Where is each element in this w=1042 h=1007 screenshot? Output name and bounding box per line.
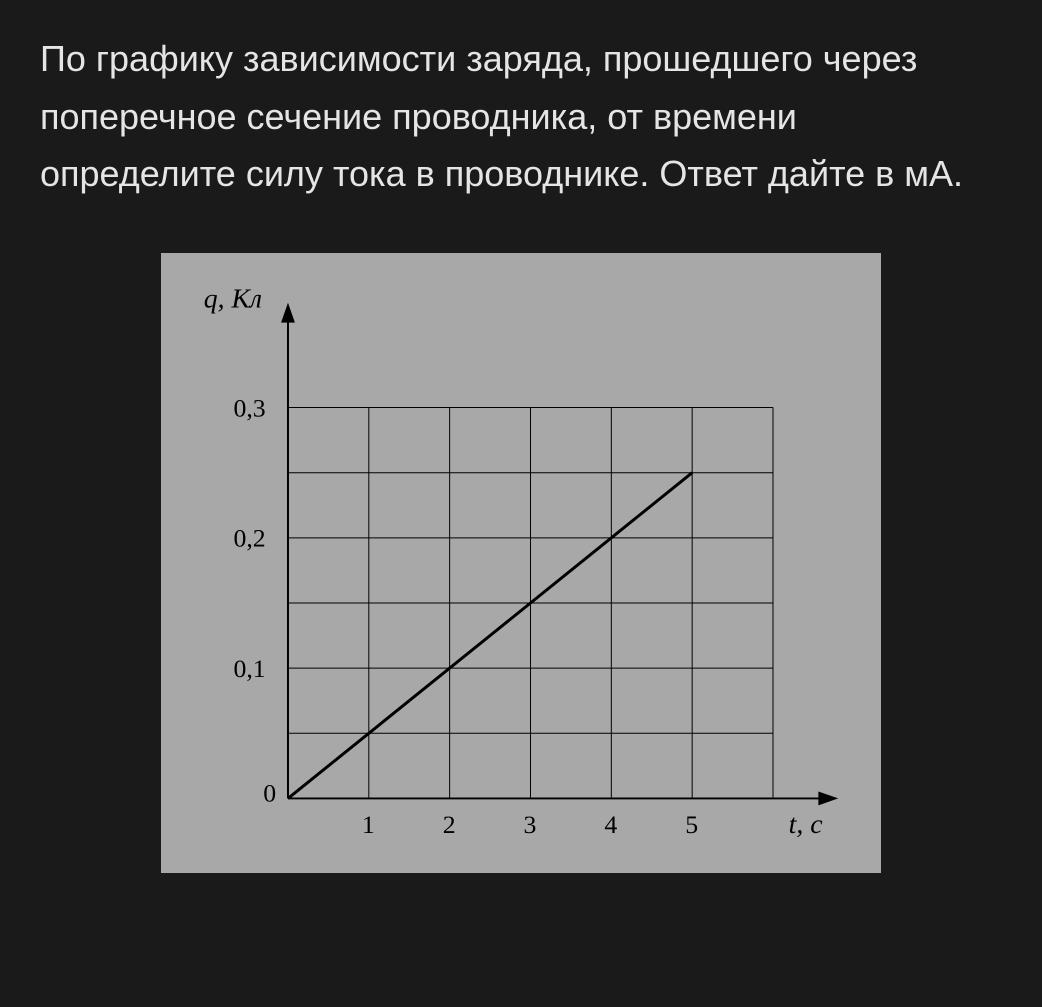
- y-tick-label: 0,3: [233, 393, 265, 422]
- x-axis-label: t, c: [789, 809, 824, 840]
- x-tick-label: 3: [524, 810, 537, 839]
- chart-container: q, Кл t, c 0,1 0,2 0,3 0 1 2 3 4 5: [40, 253, 1002, 873]
- y-axis-label: q, Кл: [204, 283, 262, 314]
- y-axis-arrow: [281, 303, 295, 323]
- chart-svg: q, Кл t, c 0,1 0,2 0,3 0 1 2 3 4 5: [176, 273, 856, 848]
- problem-statement: По графику зависимости заряда, прошедшег…: [40, 30, 1002, 203]
- data-line: [288, 472, 692, 798]
- y-tick-label: 0,1: [233, 654, 265, 683]
- chart-box: q, Кл t, c 0,1 0,2 0,3 0 1 2 3 4 5: [161, 253, 881, 873]
- origin-label: 0: [263, 778, 276, 807]
- x-tick-label: 1: [362, 810, 375, 839]
- x-tick-label: 5: [685, 810, 698, 839]
- x-tick-label: 2: [443, 810, 456, 839]
- x-tick-label: 4: [604, 810, 617, 839]
- y-tick-label: 0,2: [233, 524, 265, 553]
- x-axis-arrow: [818, 791, 838, 805]
